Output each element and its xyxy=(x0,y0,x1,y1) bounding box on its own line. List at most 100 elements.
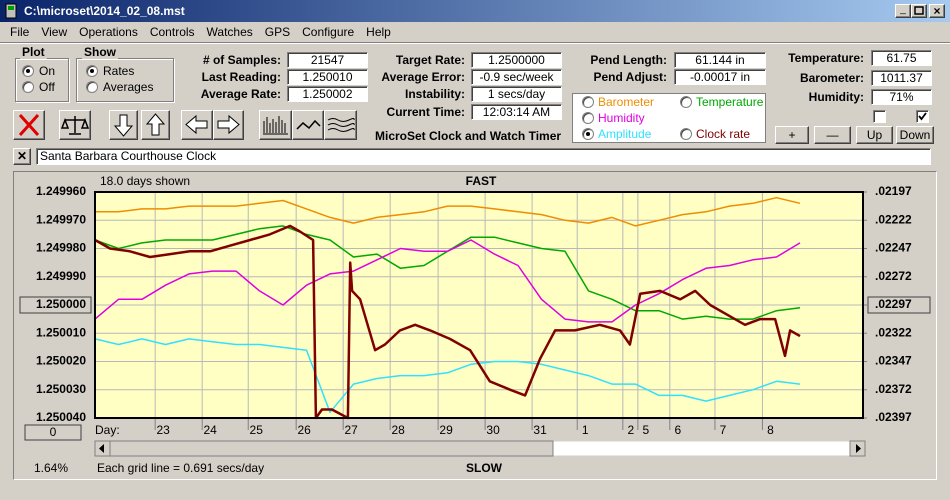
radio-dot xyxy=(90,69,94,73)
up-button[interactable] xyxy=(141,110,170,140)
line-button[interactable] xyxy=(292,110,324,140)
menu-item[interactable]: Watches xyxy=(206,25,253,39)
adjust-button[interactable]: + xyxy=(775,126,809,144)
plot-option: Off xyxy=(39,80,55,94)
menu-bar: File View Operations Controls Watches GPS Conf… xyxy=(4,25,391,39)
x-tick-label: 24 xyxy=(203,423,217,437)
environment-label: Temperature: xyxy=(788,51,864,65)
timing-value: -0.9 sec/week xyxy=(471,69,562,85)
calibrate-button[interactable] xyxy=(59,110,91,140)
show-radio[interactable] xyxy=(86,81,98,93)
menu-item[interactable]: Configure xyxy=(302,25,355,39)
show-radio[interactable] xyxy=(86,65,98,77)
scrollbar-thumb[interactable] xyxy=(109,440,554,457)
down-button[interactable] xyxy=(109,110,138,140)
y2-tick-label: .02322 xyxy=(875,325,912,339)
y2-tick-label: .02222 xyxy=(875,212,912,226)
checkbox[interactable] xyxy=(916,110,929,123)
y2-reference-button[interactable] xyxy=(867,296,931,314)
y-tick-label: 1.250020 xyxy=(36,354,86,368)
maximize-icon xyxy=(914,6,924,15)
adjust-button[interactable]: Up xyxy=(856,126,893,144)
timing-value: 1.2500000 xyxy=(471,52,562,68)
legend-radio[interactable] xyxy=(680,128,692,140)
reading-value: 1.250010 xyxy=(287,69,368,85)
check-mark xyxy=(918,112,927,121)
y2-tick-label: .02297 xyxy=(875,297,912,311)
offset-button[interactable] xyxy=(24,424,82,441)
adjust-button[interactable]: — xyxy=(814,126,851,144)
timing-label: Instability: xyxy=(404,87,465,101)
close-button[interactable]: × xyxy=(929,4,945,18)
timing-value: 1 secs/day xyxy=(471,86,562,102)
clear-button[interactable]: ✕ xyxy=(13,148,31,165)
legend-radio[interactable] xyxy=(680,96,692,108)
x-tick-label: 2 xyxy=(627,423,634,437)
legend-radio[interactable] xyxy=(582,112,594,124)
offset-button-label: 0 xyxy=(50,425,57,439)
legend-label: Amplitude xyxy=(598,127,652,141)
plot-border xyxy=(94,191,864,419)
y-tick-label: 1.250030 xyxy=(36,382,86,396)
menu-item[interactable]: Help xyxy=(366,25,391,39)
radio-dot xyxy=(586,132,590,136)
timing-label: Target Rate: xyxy=(395,53,465,67)
plot-radio[interactable] xyxy=(22,81,34,93)
legend-box xyxy=(572,93,766,143)
x-tick-label: 28 xyxy=(391,423,405,437)
bars-icon xyxy=(263,116,288,135)
legend-label: Temperature xyxy=(696,95,764,109)
checkbox[interactable] xyxy=(873,110,886,123)
environment-value: 1011.37 xyxy=(871,70,932,86)
legend-radio[interactable] xyxy=(582,128,594,140)
y-reference-button[interactable] xyxy=(19,296,92,314)
adjust-button[interactable]: Down xyxy=(896,126,934,144)
right-button[interactable] xyxy=(213,110,244,140)
menu-item[interactable]: View xyxy=(41,25,68,39)
menu-item[interactable]: Controls xyxy=(149,25,195,39)
x-axis-label: Day: xyxy=(95,423,120,437)
pendulum-value: -0.00017 in xyxy=(674,69,766,85)
app-icon xyxy=(5,3,17,19)
bars-button[interactable] xyxy=(259,110,292,140)
y-tick-label: 1.249960 xyxy=(36,184,86,198)
y-tick-label: 1.249970 xyxy=(36,212,86,226)
app-name: MicroSet Clock and Watch Timer xyxy=(375,129,562,143)
separator xyxy=(0,42,950,43)
waves-button[interactable] xyxy=(324,110,357,140)
menu-item[interactable]: File xyxy=(10,25,30,39)
pendulum-label: Pend Length: xyxy=(590,53,667,67)
minimize-button[interactable]: _ xyxy=(895,4,911,18)
menu-item[interactable]: Operations xyxy=(79,25,138,39)
scroll-left-arrow xyxy=(99,444,104,453)
y-tick-label: 1.250010 xyxy=(36,325,86,339)
environment-label: Barometer: xyxy=(799,71,864,85)
maximize-button[interactable] xyxy=(911,4,927,18)
legend-label: Clock rate xyxy=(696,127,751,141)
line-icon xyxy=(296,119,321,130)
show-option: Averages xyxy=(103,80,154,94)
x-tick-label: 29 xyxy=(439,423,453,437)
reading-label: Last Reading: xyxy=(201,70,281,84)
chart-title: FAST xyxy=(466,174,497,188)
plot-radio[interactable] xyxy=(22,65,34,77)
clock-name-field[interactable]: Santa Barbara Courthouse Clock xyxy=(36,148,931,165)
reading-label: # of Samples: xyxy=(202,53,281,67)
show-option: Rates xyxy=(103,64,135,78)
pendulum-label: Pend Adjust: xyxy=(593,70,667,84)
grid-note: Each grid line = 0.691 secs/day xyxy=(97,461,264,475)
series-line xyxy=(95,196,801,227)
environment-value: 71% xyxy=(871,89,932,105)
y2-tick-label: .02347 xyxy=(875,354,912,368)
x-tick-label: 23 xyxy=(156,423,170,437)
reading-value: 1.250002 xyxy=(287,86,368,102)
legend-radio[interactable] xyxy=(582,96,594,108)
timing-label: Current Time: xyxy=(386,105,465,119)
delete-button[interactable] xyxy=(13,110,45,140)
timing-value: 12:03:14 AM xyxy=(471,104,562,120)
y2-tick-label: .02372 xyxy=(875,382,912,396)
menu-item[interactable]: GPS xyxy=(264,25,291,39)
scroll-right-arrow xyxy=(856,444,861,453)
left-button[interactable] xyxy=(181,110,213,140)
